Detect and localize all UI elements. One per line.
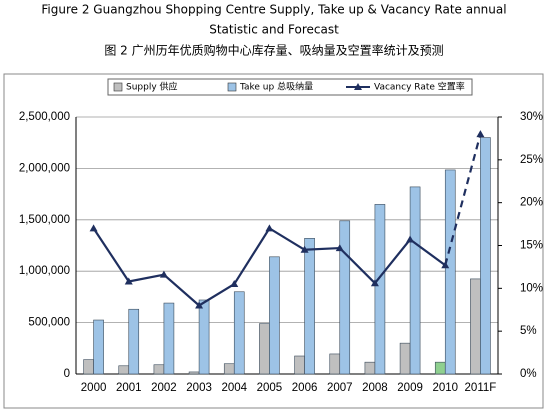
bar	[233, 291, 245, 375]
marker	[335, 244, 344, 252]
bar	[163, 302, 175, 375]
legend-label: Take up 总吸纳量	[239, 81, 313, 93]
bar	[304, 238, 315, 375]
x-tick-label: 2001	[116, 382, 142, 394]
y2-tick-label: 10%	[520, 282, 543, 294]
y2-tick-label: 0%	[520, 368, 537, 380]
legend-swatch	[227, 82, 237, 92]
chart-title: Figure 2 Guangzhou Shopping Centre Suppl…	[41, 3, 506, 17]
x-tick-label: 2009	[397, 382, 423, 394]
bar	[364, 361, 376, 375]
x-tick-label: 2003	[186, 382, 212, 394]
legend-label: Supply 供应	[126, 81, 178, 93]
y2-tick-label: 20%	[520, 197, 543, 209]
bar	[83, 359, 94, 375]
bar	[128, 308, 140, 375]
y-tick-label: 2,500,000	[19, 111, 70, 123]
bar	[470, 278, 481, 375]
legend-label: Vacancy Rate 空置率	[374, 81, 465, 93]
bar	[223, 363, 235, 375]
bar	[374, 204, 386, 375]
x-tick-label: 2005	[257, 382, 283, 394]
chart-frame	[3, 73, 544, 409]
bar	[93, 319, 104, 375]
marker	[370, 279, 379, 287]
y2-tick-label: 5%	[520, 325, 537, 337]
marker	[300, 245, 309, 253]
x-tick-label: 2011F	[465, 382, 497, 394]
marker	[230, 280, 239, 288]
bar	[409, 186, 421, 375]
chart-subtitle: 图 2 广州历年优质购物中心库存量、吸纳量及空置率统计及预测	[104, 43, 443, 58]
y2-tick-label: 25%	[520, 154, 543, 166]
y2-tick-label: 30%	[520, 111, 543, 123]
x-tick-label: 2004	[221, 382, 247, 394]
x-tick-label: 2010	[432, 382, 458, 394]
bar	[153, 364, 165, 375]
x-tick-label: 2006	[292, 382, 318, 394]
legend-box	[107, 78, 473, 96]
bar	[434, 361, 446, 375]
marker	[265, 224, 274, 232]
bar	[198, 299, 210, 375]
legend-marker	[354, 83, 362, 90]
y-tick-label: 500,000	[28, 317, 70, 329]
bar	[269, 256, 280, 375]
bar	[399, 342, 411, 375]
bar	[188, 371, 200, 375]
bar	[444, 169, 456, 375]
x-tick-label: 2000	[81, 382, 107, 394]
marker	[441, 261, 450, 269]
marker	[195, 301, 204, 309]
y-tick-label: 2,000,000	[19, 162, 70, 174]
legend-swatch	[113, 82, 123, 92]
bar	[118, 365, 130, 375]
marker	[159, 270, 168, 278]
x-tick-label: 2002	[151, 382, 177, 394]
marker	[406, 235, 415, 243]
marker	[124, 277, 133, 285]
bar	[294, 355, 305, 375]
y2-tick-label: 15%	[520, 240, 543, 252]
y-tick-label: 0	[64, 368, 70, 380]
marker	[476, 130, 485, 138]
bar	[329, 353, 341, 375]
x-tick-label: 2007	[327, 382, 353, 394]
y-tick-label: 1,500,000	[19, 214, 70, 226]
bar	[339, 220, 351, 375]
y-tick-label: 1,000,000	[19, 265, 70, 277]
x-tick-label: 2008	[362, 382, 388, 394]
bar	[259, 323, 270, 375]
bar	[480, 137, 491, 375]
marker	[89, 224, 98, 232]
line-forecast	[444, 133, 482, 266]
chart-title-line2: Statistic and Forecast	[209, 23, 339, 37]
